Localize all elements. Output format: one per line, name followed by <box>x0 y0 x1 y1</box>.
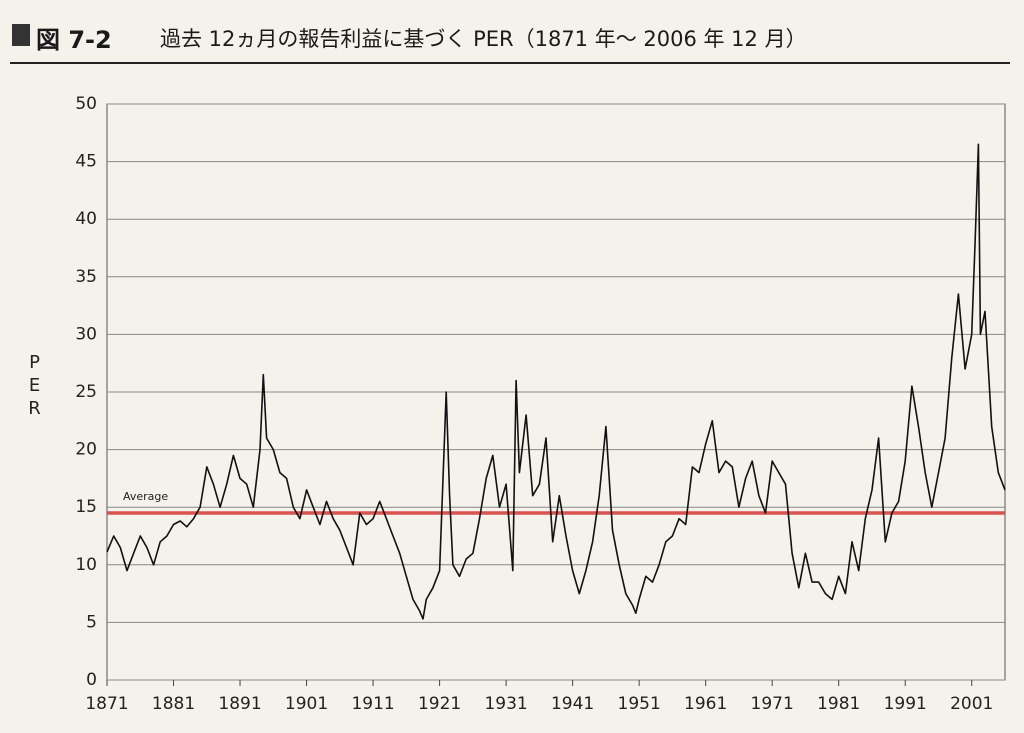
average-label: Average <box>123 490 168 503</box>
y-axis-label: PER <box>24 352 45 421</box>
x-tick-label: 1971 <box>751 694 794 714</box>
y-tick-label: 40 <box>75 209 97 229</box>
x-tick-label: 1921 <box>418 694 461 714</box>
x-tick-label: 2001 <box>950 694 993 714</box>
y-tick-label: 0 <box>86 670 97 690</box>
y-tick-label: 45 <box>75 152 97 172</box>
y-tick-label: 5 <box>86 612 97 632</box>
x-tick-label: 1951 <box>618 694 661 714</box>
y-tick-label: 20 <box>75 440 97 460</box>
per-line <box>106 143 1006 620</box>
x-tick-label: 1871 <box>85 694 128 714</box>
x-tick-label: 1881 <box>152 694 195 714</box>
x-tick-label: 1941 <box>551 694 594 714</box>
y-tick-label: 35 <box>75 267 97 287</box>
y-tick-label: 15 <box>75 497 97 517</box>
y-tick-label: 25 <box>75 382 97 402</box>
y-tick-label: 30 <box>75 324 97 344</box>
x-tick-label: 1981 <box>817 694 860 714</box>
figure-label: 図 7-2 <box>36 26 112 54</box>
y-tick-label: 50 <box>75 94 97 114</box>
header: 図 7-2 過去 12ヵ月の報告利益に基づく PER（1871 年～ 2006 … <box>10 18 1010 64</box>
x-tick-label: 1901 <box>285 694 328 714</box>
x-tick-label: 1961 <box>684 694 727 714</box>
chart-title: 過去 12ヵ月の報告利益に基づく PER（1871 年～ 2006 年 12 月… <box>160 27 807 51</box>
x-tick-label: 1991 <box>884 694 927 714</box>
figure-icon <box>12 24 30 46</box>
x-tick-label: 1931 <box>484 694 527 714</box>
x-tick-label: 1911 <box>351 694 394 714</box>
y-tick-label: 10 <box>75 555 97 575</box>
x-tick-label: 1891 <box>218 694 261 714</box>
